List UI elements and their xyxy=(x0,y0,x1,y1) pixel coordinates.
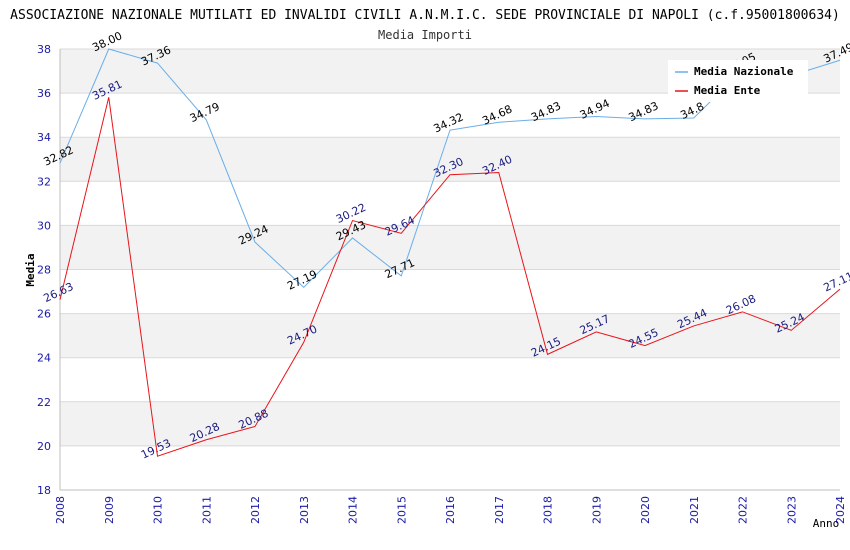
x-tick-label: 2019 xyxy=(590,496,603,524)
x-tick-label: 2009 xyxy=(103,496,116,524)
x-tick-label: 2014 xyxy=(347,496,360,524)
legend: Media Nazionale Media Ente xyxy=(668,60,808,102)
data-label: 34.83 xyxy=(529,99,563,124)
legend-label-ente: Media Ente xyxy=(694,84,761,97)
data-label: 27.11 xyxy=(821,269,850,294)
x-tick-label: 2013 xyxy=(298,496,311,524)
x-tick-label: 2021 xyxy=(688,496,701,524)
y-tick-label: 18 xyxy=(37,484,51,497)
x-tick-label: 2008 xyxy=(54,496,67,524)
y-tick-label: 28 xyxy=(37,264,51,277)
y-tick-label: 20 xyxy=(37,440,51,453)
x-tick-label: 2016 xyxy=(444,496,457,524)
chart-subtitle: Media Importi xyxy=(378,28,472,42)
series-line-ente xyxy=(59,97,841,457)
data-label: 34.83 xyxy=(626,99,660,124)
y-axis-label: Media xyxy=(24,253,37,286)
y-tick-label: 24 xyxy=(37,352,51,365)
y-tick-label: 26 xyxy=(37,308,51,321)
x-axis-label: Anno xyxy=(813,517,840,530)
grid-band xyxy=(60,401,840,446)
x-tick-labels: 2008 2009 2010 2011 2012 2013 2014 2015 2016 2017… xyxy=(54,496,847,524)
data-label: 27.19 xyxy=(285,268,319,293)
y-tick-label: 22 xyxy=(37,396,51,409)
x-tick-label: 2017 xyxy=(493,496,506,524)
grid-band xyxy=(60,225,840,270)
data-label: 34.32 xyxy=(431,110,465,135)
x-tick-label: 2023 xyxy=(785,496,798,524)
data-label: 34.94 xyxy=(578,97,612,122)
x-tick-label: 2012 xyxy=(249,496,262,524)
data-label: 34.68 xyxy=(480,102,514,127)
legend-box xyxy=(668,60,808,102)
y-tick-label: 34 xyxy=(37,131,51,144)
x-tick-label: 2010 xyxy=(152,496,165,524)
y-tick-labels: 18 20 22 24 26 28 30 32 34 36 38 xyxy=(37,43,51,497)
grid-bands xyxy=(60,49,840,446)
legend-label-nazionale: Media Nazionale xyxy=(694,65,794,78)
y-tick-label: 30 xyxy=(37,219,51,232)
data-label: 34.8 xyxy=(678,100,706,122)
x-tick-label: 2011 xyxy=(200,496,213,524)
x-tick-label: 2022 xyxy=(737,496,750,524)
y-tick-label: 36 xyxy=(37,87,51,100)
y-tick-label: 32 xyxy=(37,175,51,188)
data-label: 26.63 xyxy=(41,280,75,305)
x-tick-label: 2015 xyxy=(395,496,408,524)
x-tick-label: 2018 xyxy=(542,496,555,524)
x-tick-label: 2024 xyxy=(834,496,847,524)
chart-title: ASSOCIAZIONE NAZIONALE MUTILATI ED INVAL… xyxy=(10,8,840,23)
grid-lines xyxy=(60,48,840,491)
grid-band xyxy=(60,313,840,358)
grid-band xyxy=(60,137,840,182)
x-tick-label: 2020 xyxy=(639,496,652,524)
y-tick-label: 38 xyxy=(37,43,51,56)
